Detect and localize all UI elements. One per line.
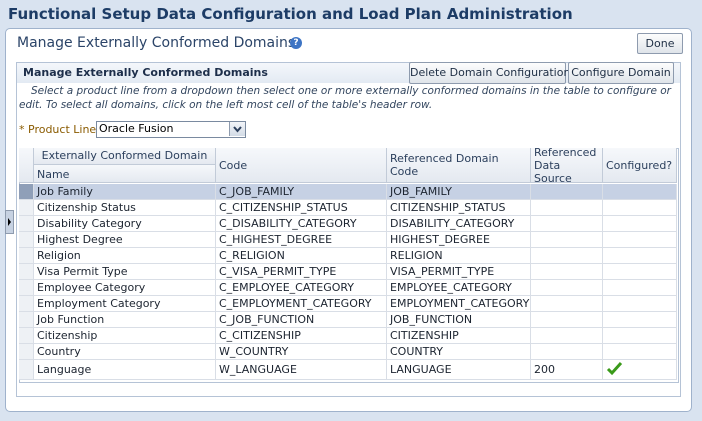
table-cell[interactable]: Language	[34, 360, 216, 380]
table-cell[interactable]	[603, 312, 677, 328]
table-cell[interactable]: Employee Category	[34, 280, 216, 296]
product-line-select[interactable]	[96, 121, 246, 138]
table-cell[interactable]	[603, 344, 677, 360]
select-value: Oracle Fusion	[99, 122, 174, 135]
table-cell[interactable]: LANGUAGE	[387, 360, 531, 380]
row-selector[interactable]	[19, 248, 34, 264]
table-cell[interactable]: 200	[531, 360, 603, 380]
app-title: Functional Setup Data Configuration and …	[8, 5, 573, 23]
table-cell[interactable]	[603, 248, 677, 264]
table-cell[interactable]: CITIZENSHIP	[387, 328, 531, 344]
table-cell[interactable]: Job Function	[34, 312, 216, 328]
table-cell[interactable]: C_JOB_FUNCTION	[216, 312, 387, 328]
check-icon	[606, 361, 623, 376]
table-cell[interactable]: COUNTRY	[387, 344, 531, 360]
done-button[interactable]: Done	[637, 33, 683, 54]
row-selector[interactable]	[19, 280, 34, 296]
row-selector[interactable]	[19, 200, 34, 216]
table-cell[interactable]: Religion	[34, 248, 216, 264]
row-selector[interactable]	[19, 232, 34, 248]
column-header: Referenced Domain Code	[387, 148, 531, 183]
table-cell[interactable]: C_CITIZENSHIP	[216, 328, 387, 344]
table-cell[interactable]	[603, 360, 677, 380]
row-selector[interactable]	[19, 216, 34, 232]
table-cell[interactable]: Citizenship	[34, 328, 216, 344]
table-cell[interactable]: RELIGION	[387, 248, 531, 264]
table-cell[interactable]: Employment Category	[34, 296, 216, 312]
table-cell[interactable]: C_EMPLOYMENT_CATEGORY	[216, 296, 387, 312]
table-cell[interactable]	[531, 280, 603, 296]
table-cell[interactable]: Highest Degree	[34, 232, 216, 248]
table-cell[interactable]: VISA_PERMIT_TYPE	[387, 264, 531, 280]
select-all-header[interactable]	[19, 148, 34, 183]
instructions: Select a product line from a dropdown th…	[19, 85, 671, 111]
table-cell[interactable]: C_CITIZENSHIP_STATUS	[216, 200, 387, 216]
row-selector[interactable]	[19, 328, 34, 344]
table-cell[interactable]: Job Family	[34, 184, 216, 200]
table-cell[interactable]	[531, 232, 603, 248]
table-cell[interactable]	[603, 328, 677, 344]
table-cell[interactable]: C_JOB_FAMILY	[216, 184, 387, 200]
arrow-icon	[233, 126, 242, 133]
table-cell[interactable]: Citizenship Status	[34, 200, 216, 216]
required-mark: *	[19, 123, 25, 136]
table-cell[interactable]: C_RELIGION	[216, 248, 387, 264]
table-cell[interactable]	[603, 232, 677, 248]
splitter-tab[interactable]	[5, 210, 14, 234]
table-cell[interactable]	[603, 264, 677, 280]
table-cell[interactable]	[531, 328, 603, 344]
row-selector[interactable]	[19, 344, 34, 360]
column-header: Configured?	[603, 148, 677, 183]
column-header: Referenced Data Source	[531, 146, 603, 185]
table-cell[interactable]: EMPLOYEE_CATEGORY	[387, 280, 531, 296]
table-cell[interactable]: Visa Permit Type	[34, 264, 216, 280]
table-cell[interactable]: C_HIGHEST_DEGREE	[216, 232, 387, 248]
column-header: Name	[34, 165, 216, 183]
configure-button[interactable]: Configure Domain	[568, 62, 674, 84]
help-icon[interactable]: ?	[290, 37, 302, 49]
table-cell[interactable]	[531, 264, 603, 280]
row-selector[interactable]	[19, 360, 34, 380]
table-cell[interactable]: HIGHEST_DEGREE	[387, 232, 531, 248]
table-cell[interactable]	[531, 216, 603, 232]
table-cell[interactable]	[603, 296, 677, 312]
table-cell[interactable]: DISABILITY_CATEGORY	[387, 216, 531, 232]
table-cell[interactable]: C_VISA_PERMIT_TYPE	[216, 264, 387, 280]
table-cell[interactable]	[531, 312, 603, 328]
table-cell[interactable]	[531, 344, 603, 360]
table-cell[interactable]	[531, 184, 603, 200]
field-label: Product Line	[28, 123, 97, 136]
table-cell[interactable]	[531, 200, 603, 216]
panel-title: Manage Externally Conformed Domains	[23, 66, 268, 79]
row-selector[interactable]	[19, 264, 34, 280]
table-cell[interactable]: C_DISABILITY_CATEGORY	[216, 216, 387, 232]
select-arrow[interactable]	[229, 122, 245, 136]
table-cell[interactable]: JOB_FUNCTION	[387, 312, 531, 328]
table-cell[interactable]: W_COUNTRY	[216, 344, 387, 360]
table-cell[interactable]	[603, 184, 677, 200]
tab-arrow	[8, 218, 11, 226]
table-cell[interactable]	[603, 216, 677, 232]
table-cell[interactable]: C_EMPLOYEE_CATEGORY	[216, 280, 387, 296]
table-cell[interactable]: JOB_FAMILY	[387, 184, 531, 200]
table-cell[interactable]	[531, 248, 603, 264]
column-header: Code	[216, 148, 387, 183]
table-cell[interactable]	[603, 200, 677, 216]
table-cell[interactable]: CITIZENSHIP_STATUS	[387, 200, 531, 216]
table-cell[interactable]: Disability Category	[34, 216, 216, 232]
table-cell[interactable]: EMPLOYMENT_CATEGORY	[387, 296, 531, 312]
table-cell[interactable]: Country	[34, 344, 216, 360]
page-title: Manage Externally Conformed Domains	[17, 35, 296, 51]
row-selector[interactable]	[19, 312, 34, 328]
row-selector[interactable]	[19, 184, 34, 200]
group-header: Externally Conformed Domain	[34, 148, 216, 165]
delete-button[interactable]: Delete Domain Configuration	[409, 62, 570, 84]
table-cell[interactable]: W_LANGUAGE	[216, 360, 387, 380]
table-cell[interactable]	[531, 296, 603, 312]
table-cell[interactable]	[603, 280, 677, 296]
row-selector[interactable]	[19, 296, 34, 312]
